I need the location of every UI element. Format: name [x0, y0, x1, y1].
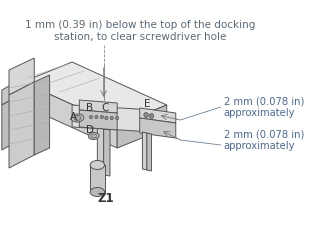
Polygon shape: [104, 129, 110, 176]
Circle shape: [144, 113, 148, 117]
Circle shape: [105, 116, 108, 120]
Polygon shape: [140, 108, 176, 123]
Text: B: B: [85, 103, 93, 113]
Circle shape: [100, 115, 104, 119]
Polygon shape: [147, 133, 151, 171]
Polygon shape: [9, 58, 34, 95]
Polygon shape: [2, 100, 11, 150]
Ellipse shape: [71, 114, 84, 122]
Circle shape: [149, 113, 154, 118]
Polygon shape: [22, 82, 117, 148]
Text: A: A: [70, 112, 77, 122]
Circle shape: [110, 116, 113, 120]
Polygon shape: [117, 105, 167, 148]
Polygon shape: [72, 105, 153, 132]
Text: D: D: [85, 125, 94, 135]
Polygon shape: [9, 82, 34, 168]
Circle shape: [115, 116, 119, 120]
Ellipse shape: [90, 187, 105, 197]
Text: C: C: [102, 103, 109, 113]
Ellipse shape: [88, 132, 99, 139]
Text: 2 mm (0.078 in)
approximately: 2 mm (0.078 in) approximately: [223, 129, 304, 151]
Ellipse shape: [74, 116, 81, 121]
Polygon shape: [142, 132, 147, 170]
Ellipse shape: [90, 161, 105, 169]
Polygon shape: [90, 165, 105, 192]
Polygon shape: [2, 85, 11, 105]
Polygon shape: [140, 118, 176, 138]
Text: Z1: Z1: [97, 192, 114, 205]
Polygon shape: [79, 100, 117, 113]
Text: 2 mm (0.078 in)
approximately: 2 mm (0.078 in) approximately: [223, 96, 304, 118]
Ellipse shape: [90, 134, 97, 138]
Polygon shape: [22, 62, 167, 125]
Circle shape: [95, 115, 98, 119]
Text: E: E: [144, 99, 151, 109]
Text: 1 mm (0.39 in) below the top of the docking
station, to clear screwdriver hole: 1 mm (0.39 in) below the top of the dock…: [25, 20, 256, 42]
Polygon shape: [79, 110, 117, 130]
Circle shape: [90, 115, 93, 119]
Polygon shape: [34, 75, 50, 155]
Polygon shape: [97, 128, 104, 175]
